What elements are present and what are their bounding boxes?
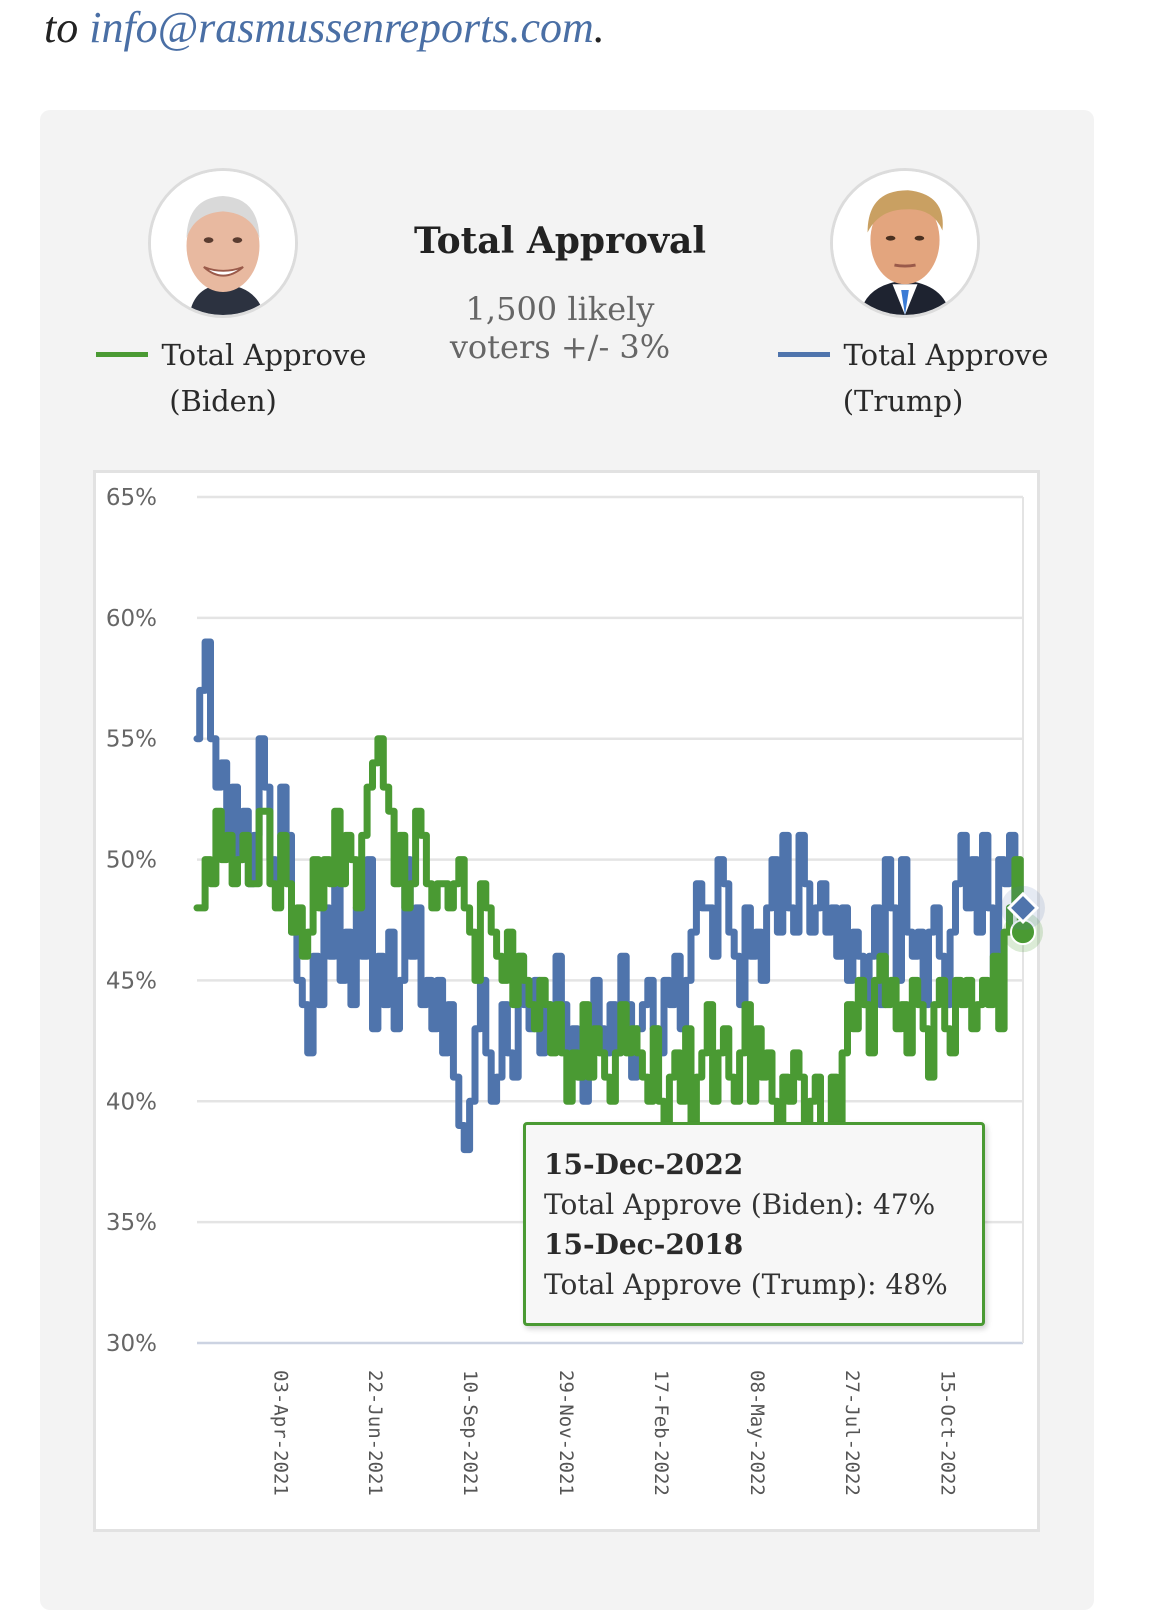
x-axis-ticks: 03-Apr-2021 22-Jun-2021 10-Sep-2021 29-Nov-… [269,1370,958,1496]
y-axis-ticks: 65% 60% 55% 50% 45% 40% 35% 30% [106,485,157,1357]
tooltip-value-biden: Total Approve (Biden): 47% [544,1188,936,1221]
y-tick-label: 60% [106,606,157,632]
biden-swatch-icon [95,351,148,357]
legend-trump-line1: Total Approve [768,332,1058,378]
trump-swatch-icon [777,351,830,357]
trump-hover-marker [1006,891,1040,925]
legend-biden-line1: Total Approve [86,332,376,378]
x-tick-label: 03-Apr-2021 [269,1370,291,1496]
y-tick-label: 30% [106,1331,157,1357]
legend-item-trump[interactable]: Total Approve (Trump) [768,332,1058,424]
plot-area [93,470,1040,1532]
y-tick-label: 40% [106,1089,157,1115]
email-suffix: . [593,3,605,52]
x-tick-label: 10-Sep-2021 [459,1370,481,1496]
x-tick-label: 08-May-2022 [746,1370,768,1496]
tooltip-value-trump: Total Approve (Trump): 48% [544,1268,948,1301]
y-tick-label: 35% [106,1210,157,1236]
x-tick-label: 15-Oct-2022 [937,1370,959,1496]
email-prefix: to [44,3,90,52]
biden-series-line[interactable] [193,735,1027,1178]
tooltip-date-trump: 15-Dec-2018 [544,1228,744,1261]
y-tick-label: 50% [106,848,157,874]
contact-email-line: to info@rasmussenreports.com. [44,0,605,56]
x-tick-label: 22-Jun-2021 [364,1370,386,1496]
trump-portrait-icon [833,171,977,315]
x-tick-label: 29-Nov-2021 [555,1370,577,1496]
y-tick-label: 45% [106,968,157,994]
x-tick-label: 17-Feb-2022 [650,1370,672,1496]
y-tick-label: 65% [106,485,157,511]
hover-markers [1001,885,1045,953]
x-tick-label: 27-Jul-2022 [841,1370,863,1496]
biden-portrait-icon [151,171,295,315]
subtitle-line2: voters +/- 3% [449,328,671,366]
legend-item-biden[interactable]: Total Approve (Biden) [86,332,376,424]
series-lines [193,638,1027,1178]
tooltip-date-biden: 15-Dec-2022 [544,1148,744,1181]
chart-subtitle: 1,500 likely voters +/- 3% [380,290,740,366]
legend-trump-line2: (Trump) [842,384,964,418]
subtitle-line1: 1,500 likely [465,290,655,328]
trump-avatar [830,168,980,318]
email-link[interactable]: info@rasmussenreports.com [89,3,594,52]
chart-tooltip: 15-Dec-2022 Total Approve (Biden): 47% 1… [523,1122,985,1326]
chart-title: Total Approval [413,220,706,262]
legend-biden-line2: (Biden) [169,384,277,418]
y-tick-label: 55% [106,727,157,753]
biden-avatar [148,168,298,318]
